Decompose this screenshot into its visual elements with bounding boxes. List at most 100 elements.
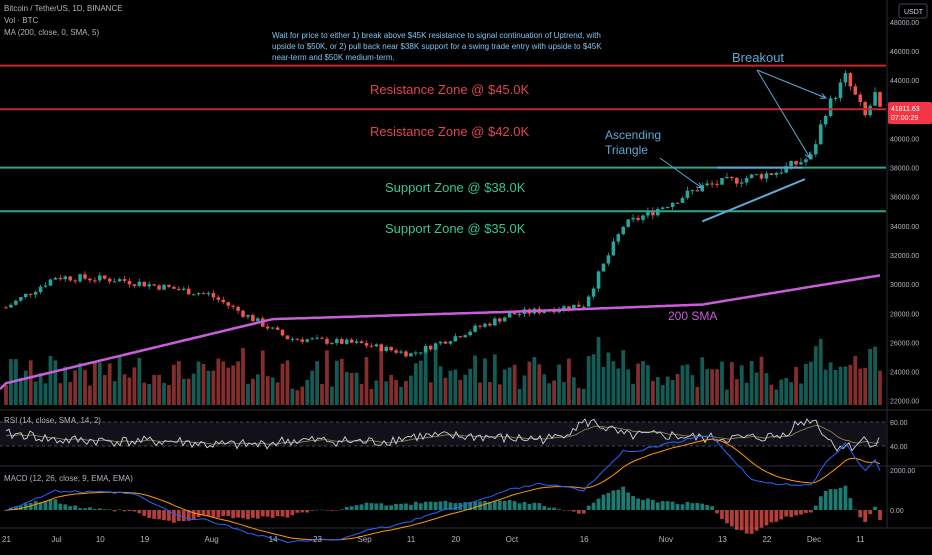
macd-hist-bar xyxy=(364,502,369,510)
macd-hist-bar xyxy=(863,510,868,523)
candle-body xyxy=(9,304,13,308)
x-tick-label: 10 xyxy=(96,535,105,544)
price-tick-label: 32000.00 xyxy=(890,253,919,260)
macd-hist-bar xyxy=(78,508,82,510)
macd-hist-bar xyxy=(779,510,784,520)
candle-body xyxy=(873,92,877,106)
volume-bar xyxy=(330,386,334,405)
symbol-legend[interactable]: Bitcoin / TetherUS, 1D, BINANCE xyxy=(4,4,123,13)
candle-body xyxy=(127,280,132,285)
candle-body xyxy=(275,327,280,330)
volume-bar xyxy=(655,377,660,405)
x-tick-label: Oct xyxy=(506,535,519,544)
macd-hist-bar xyxy=(739,510,744,531)
x-tick-label: Aug xyxy=(204,535,218,544)
volume-bar xyxy=(339,358,344,405)
triangle-support-line xyxy=(701,178,806,223)
macd-hist-bar xyxy=(853,509,858,511)
volume-bar xyxy=(117,356,122,405)
volume-bar xyxy=(606,352,611,405)
macd-hist-bar xyxy=(492,501,497,510)
zone-label-38k: Support Zone @ $38.0K xyxy=(385,180,526,195)
candle-body xyxy=(804,159,808,163)
macd-hist-bar xyxy=(507,499,512,510)
triangle-annotation: Ascending Triangle xyxy=(605,128,661,158)
x-tick-label: 20 xyxy=(451,535,460,544)
candle-body xyxy=(438,341,443,344)
volume-bar xyxy=(626,369,631,405)
macd-hist-bar xyxy=(848,498,853,510)
volume-bar xyxy=(794,366,798,405)
volume-bar xyxy=(167,385,171,405)
volume-bar xyxy=(581,388,586,405)
macd-hist-bar xyxy=(339,509,344,510)
candle-body xyxy=(280,329,285,336)
macd-hist-bar xyxy=(784,510,789,517)
macd-hist-bar xyxy=(270,510,275,518)
volume-bar xyxy=(374,380,379,405)
macd-hist-bar xyxy=(359,504,364,510)
ma-legend[interactable]: MA (200, close, 0, SMA, 5) xyxy=(4,28,100,37)
candle-body xyxy=(374,344,379,347)
x-tick-label: 16 xyxy=(580,535,589,544)
volume-bar xyxy=(754,372,759,405)
volume-bar xyxy=(685,364,690,405)
macd-hist-bar xyxy=(88,507,92,510)
volume-bar xyxy=(497,384,502,405)
macd-hist-bar xyxy=(453,503,458,510)
volume-bar xyxy=(571,377,576,405)
candle-body xyxy=(53,278,58,280)
macd-hist-bar xyxy=(873,506,877,510)
macd-hist-bar xyxy=(201,510,206,516)
volume-legend[interactable]: Vol · BTC xyxy=(4,16,39,25)
volume-bar xyxy=(137,357,142,405)
candle-body xyxy=(680,197,685,203)
candle-body xyxy=(735,177,739,184)
zone-label-35k: Support Zone @ $35.0K xyxy=(385,221,526,236)
macd-legend[interactable]: MACD (12, 26, close, 9, EMA, EMA) xyxy=(4,474,133,483)
triangle-arrow xyxy=(659,157,703,189)
candle-body xyxy=(626,219,630,227)
candle-body xyxy=(710,183,714,185)
macd-hist-bar xyxy=(43,500,48,510)
macd-hist-bar xyxy=(152,510,157,519)
candle-body xyxy=(344,339,349,344)
candle-body xyxy=(794,160,798,165)
rsi-legend[interactable]: RSI (14, close, SMA, 14, 2) xyxy=(4,416,101,425)
macd-hist-bar xyxy=(611,490,616,510)
candle-body xyxy=(246,315,250,317)
macd-hist-bar xyxy=(394,503,398,510)
macd-hist-bar xyxy=(715,510,719,514)
macd-hist-bar xyxy=(488,501,492,510)
macd-hist-bar xyxy=(379,503,384,510)
volume-bar xyxy=(172,364,176,405)
macd-hist-bar xyxy=(117,509,122,510)
macd-hist-bar xyxy=(789,510,793,517)
candle-body xyxy=(38,286,43,293)
macd-hist-bar xyxy=(13,506,18,510)
volume-bar xyxy=(359,384,364,405)
breakout-arrow-2-head xyxy=(804,151,811,159)
price-tick-label: 46000.00 xyxy=(890,49,919,56)
volume-bar xyxy=(369,388,374,405)
candle-body xyxy=(196,293,201,295)
macd-hist-bar xyxy=(646,498,650,510)
volume-bar xyxy=(162,382,166,405)
volume-bar xyxy=(616,368,621,405)
macd-hist-bar xyxy=(107,509,112,510)
volume-bar xyxy=(157,374,161,405)
macd-hist-bar xyxy=(310,510,315,511)
volume-bar xyxy=(226,367,231,405)
macd-hist-bar xyxy=(438,501,443,510)
volume-bar xyxy=(251,378,255,405)
candle-body xyxy=(211,293,216,298)
macd-hist-bar xyxy=(231,510,236,519)
volume-bar xyxy=(833,369,838,405)
candle-body xyxy=(749,174,754,179)
volume-bar xyxy=(789,382,793,405)
macd-hist-bar xyxy=(236,510,240,518)
macd-hist-bar xyxy=(823,490,828,510)
candle-body xyxy=(823,115,828,125)
volume-bar xyxy=(873,346,877,405)
